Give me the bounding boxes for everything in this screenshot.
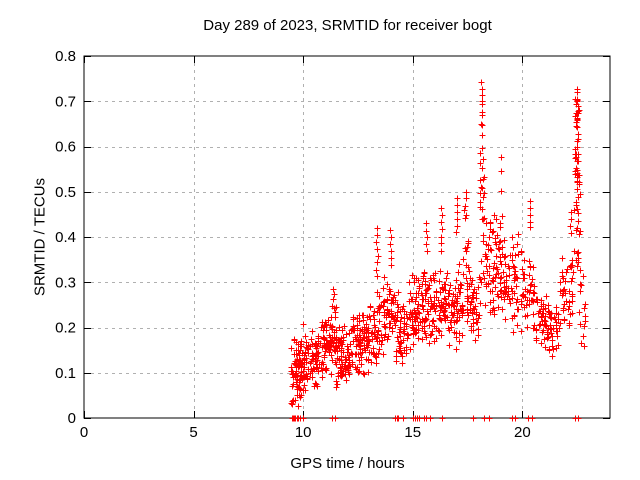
x-tick-label: 5 bbox=[189, 424, 197, 441]
x-axis-title: GPS time / hours bbox=[290, 455, 405, 472]
y-tick-label: 0.5 bbox=[55, 184, 76, 201]
axis-border-and-ticks bbox=[83, 55, 611, 419]
tick-labels: 0 5 10 15 20 0 0.1 0.2 0.3 0.4 0.5 0.6 0.7 0.8 bbox=[55, 48, 531, 441]
y-tick-label: 0.7 bbox=[55, 93, 76, 110]
x-tick-label: 20 bbox=[514, 424, 531, 441]
y-tick-label: 0 bbox=[68, 410, 76, 427]
y-tick-label: 0.8 bbox=[55, 48, 76, 65]
data-point-markers bbox=[288, 79, 589, 422]
y-tick-label: 0.1 bbox=[55, 365, 76, 382]
y-tick-label: 0.3 bbox=[55, 274, 76, 291]
scatter-points bbox=[288, 79, 589, 422]
y-tick-label: 0.6 bbox=[55, 139, 76, 156]
y-axis-title: SRMTID / TECUs bbox=[31, 177, 49, 297]
y-tick-label: 0.2 bbox=[55, 320, 76, 337]
chart-title: Day 289 of 2023, SRMTID for receiver bog… bbox=[203, 17, 492, 34]
grid-lines bbox=[84, 56, 610, 418]
x-tick-label: 10 bbox=[295, 424, 312, 441]
y-tick-label: 0.4 bbox=[55, 229, 76, 246]
x-tick-label: 0 bbox=[80, 424, 88, 441]
x-tick-label: 15 bbox=[404, 424, 421, 441]
